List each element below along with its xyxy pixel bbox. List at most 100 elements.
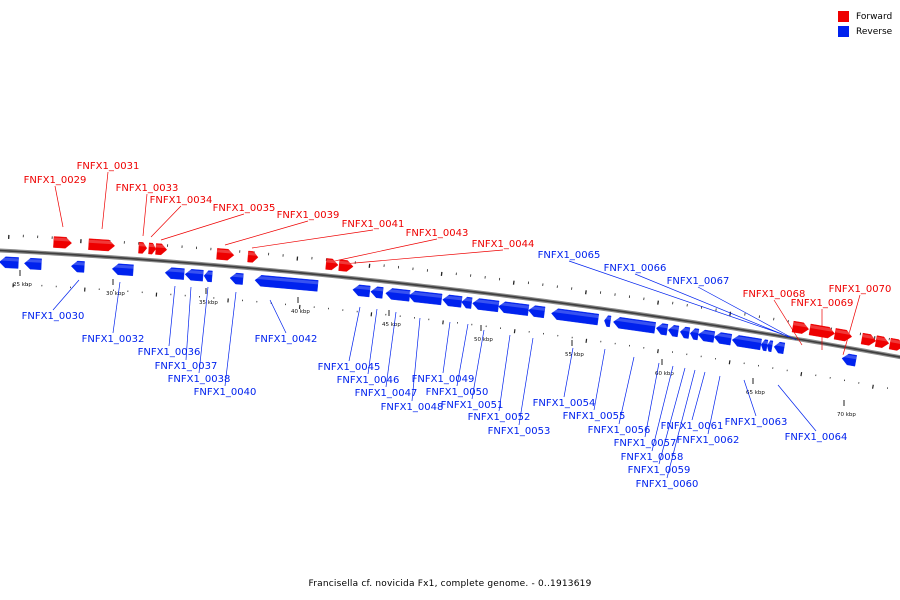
leader-line	[743, 379, 757, 417]
reverse-gene-label: FNFX1_0067	[667, 276, 730, 287]
scale-tick-label: 25 kbp	[13, 282, 32, 288]
forward-gene-label: FNFX1_0044	[472, 239, 535, 250]
leader-line	[251, 229, 374, 249]
reverse-gene	[472, 298, 500, 313]
reverse-gene-label: FNFX1_0045	[318, 362, 381, 373]
leader-line	[52, 279, 80, 311]
reverse-gene	[656, 323, 669, 336]
scale-tick-label: 50 kbp	[474, 337, 493, 343]
reverse-gene-label: FNFX1_0057	[614, 438, 677, 449]
reverse-gene-label: FNFX1_0049	[412, 374, 475, 385]
leader-line	[160, 213, 245, 241]
reverse-gene	[731, 335, 762, 351]
reverse-gene	[668, 325, 680, 338]
reverse-gene-label: FNFX1_0037	[155, 361, 218, 372]
forward-gene	[138, 241, 148, 254]
reverse-gene-label: FNFX1_0038	[168, 374, 231, 385]
leader-line	[691, 371, 706, 421]
legend: Forward Reverse	[838, 9, 892, 39]
scale-tick-label: 35 kbp	[199, 300, 218, 306]
reverse-gene	[680, 326, 691, 339]
leader-line	[329, 238, 438, 263]
tick-mark	[512, 280, 515, 285]
forward-gene	[808, 323, 836, 339]
reverse-gene-label: FNFX1_0052	[468, 412, 531, 423]
leader-line	[385, 311, 397, 388]
reverse-gene	[184, 269, 204, 282]
label-leader-lines	[52, 171, 861, 479]
tick-mark	[584, 290, 587, 295]
reverse-gene	[229, 272, 244, 285]
reverse-gene-label: FNFX1_0053	[488, 426, 551, 437]
reverse-gene	[528, 305, 546, 319]
scale-tick-label: 30 kbp	[106, 291, 125, 297]
forward-gene-label: FNFX1_0031	[77, 161, 140, 172]
reverse-gene	[385, 288, 411, 302]
reverse-gene	[164, 267, 185, 280]
reverse-gene	[690, 328, 700, 341]
reverse-gene-label: FNFX1_0032	[82, 334, 145, 345]
reverse-gene	[697, 329, 716, 343]
leader-line	[112, 281, 121, 334]
tick-mark	[729, 311, 732, 316]
tick-mark	[585, 338, 588, 343]
forward-gene-label: FNFX1_0043	[406, 228, 469, 239]
reverse-gene	[203, 270, 213, 283]
scale-tick-label: 65 kbp	[746, 390, 765, 396]
reverse-gene	[773, 341, 786, 355]
reverse-gene	[0, 256, 19, 269]
leader-line	[697, 286, 797, 341]
leader-line	[498, 334, 511, 412]
leader-line	[777, 384, 817, 432]
reverse-gene	[408, 290, 443, 306]
reverse-gene	[551, 308, 600, 326]
reverse-gene-label: FNFX1_0063	[725, 417, 788, 428]
reverse-gene	[713, 332, 733, 346]
leader-line	[224, 220, 309, 246]
leader-line	[773, 299, 803, 346]
forward-gene	[155, 243, 168, 256]
gene-labels: FNFX1_0029 FNFX1_0031 FNFX1_0033FNFX1_0034…	[22, 161, 892, 490]
reverse-gene-label: FNFX1_0062	[677, 435, 740, 446]
reverse-gene-label: FNFX1_0040	[194, 387, 257, 398]
forward-gene	[325, 258, 339, 271]
reverse-gene-label: FNFX1_0054	[533, 398, 596, 409]
reverse-gene	[70, 260, 85, 273]
reverse-gene-label: FNFX1_0048	[381, 402, 444, 413]
forward-gene	[860, 332, 877, 346]
leader-line	[644, 362, 660, 438]
forward-gene-label: FNFX1_0069	[791, 298, 854, 309]
leader-line	[348, 306, 361, 362]
forward-gene	[53, 236, 72, 249]
reverse-gene-label: FNFX1_0046	[337, 375, 400, 386]
forward-gene-label: FNFX1_0033	[116, 183, 179, 194]
reverse-gene	[613, 317, 656, 334]
scale-tick-label: 40 kbp	[291, 309, 310, 315]
leader-line	[367, 308, 378, 375]
forward-gene-label: FNFX1_0029	[24, 175, 87, 186]
reverse-gene-label: FNFX1_0050	[426, 387, 489, 398]
leader-line	[568, 260, 783, 335]
forward-gene	[88, 238, 115, 252]
reverse-swatch	[838, 26, 849, 37]
legend-reverse: Reverse	[838, 24, 892, 39]
leader-line	[471, 329, 485, 400]
leader-line	[593, 348, 606, 411]
leader-line	[142, 193, 148, 237]
reverse-gene	[352, 284, 371, 298]
reverse-gene-label: FNFX1_0047	[355, 388, 418, 399]
gene-features	[0, 236, 900, 367]
leader-line	[168, 285, 176, 347]
reverse-gene-label: FNFX1_0058	[621, 452, 684, 463]
reverse-gene-label: FNFX1_0064	[785, 432, 848, 443]
forward-gene-label: FNFX1_0068	[743, 289, 806, 300]
leader-line	[563, 347, 574, 398]
forward-gene	[833, 328, 853, 342]
reverse-gene-label: FNFX1_0059	[628, 465, 691, 476]
leader-line	[269, 299, 287, 334]
reverse-gene	[760, 339, 769, 352]
reverse-gene-label: FNFX1_0056	[588, 425, 651, 436]
forward-gene	[888, 337, 900, 351]
forward-gene	[874, 335, 890, 348]
